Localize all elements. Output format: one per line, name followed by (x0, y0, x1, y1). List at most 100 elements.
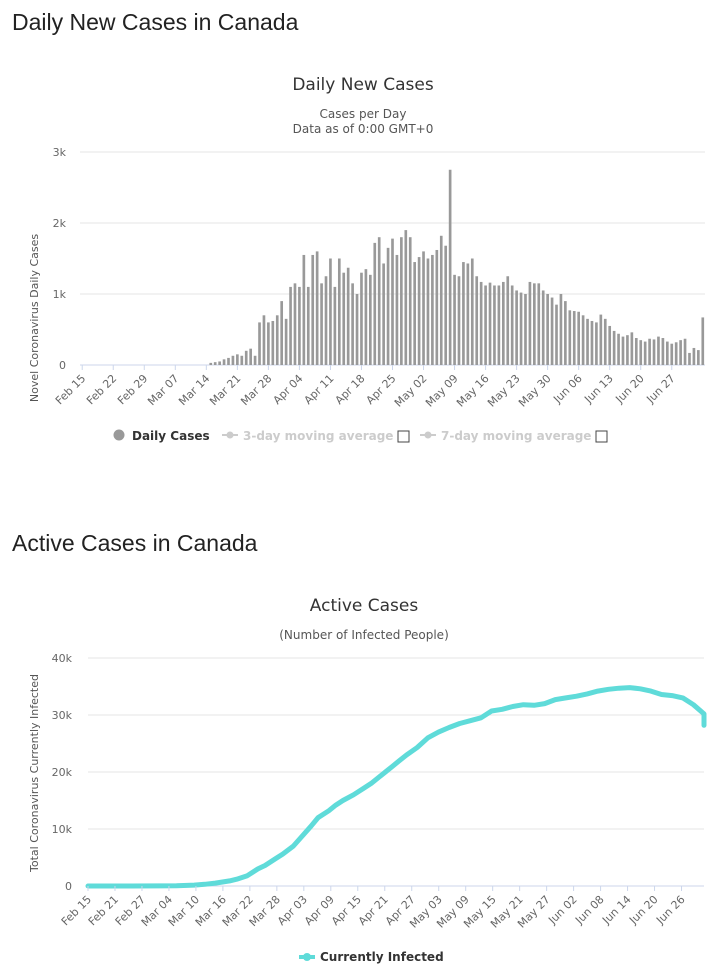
bar (364, 269, 368, 365)
bar (377, 237, 381, 365)
bar (564, 301, 567, 365)
x-tick-label: Apr 18 (333, 372, 368, 407)
bar (510, 285, 514, 365)
y-tick-label: 40k (52, 652, 73, 665)
bar (506, 276, 510, 365)
x-tick-label: May 30 (516, 372, 554, 410)
bar (209, 362, 213, 365)
bar (470, 258, 474, 365)
chart-subtitle: Cases per Day (320, 107, 407, 121)
bar (679, 340, 682, 365)
y-tick-labels: 0 1k 2k 3k (53, 146, 67, 372)
y-tick-label: 1k (53, 288, 67, 301)
bar (382, 263, 385, 365)
chart-legend[interactable]: Currently Infected (299, 950, 444, 964)
bar (488, 282, 492, 365)
bar (431, 254, 434, 365)
bar (701, 317, 705, 365)
legend-label: Currently Infected (320, 950, 444, 964)
bar (333, 286, 337, 365)
bar (537, 283, 541, 365)
x-tick-label: Mar 28 (238, 372, 274, 408)
bar (595, 322, 598, 365)
bar (643, 341, 647, 365)
x-tick-label: May 09 (423, 372, 461, 410)
bar (612, 330, 616, 365)
bar (240, 355, 244, 365)
bar (577, 311, 580, 365)
bar (426, 258, 430, 365)
x-tick-label: Jun 02 (545, 893, 579, 927)
bar (337, 258, 341, 365)
bar (244, 350, 248, 365)
bar (608, 325, 612, 365)
bar (249, 348, 252, 365)
bar (462, 262, 465, 365)
legend-item-7day-average[interactable]: 7-day moving average (420, 429, 591, 443)
bar (621, 336, 625, 365)
3day-average-checkbox[interactable] (397, 430, 410, 443)
x-tick-label: Apr 04 (271, 372, 306, 407)
x-tick-label: Feb 29 (115, 372, 150, 407)
y-tick-label: 0 (65, 880, 72, 893)
bar (519, 292, 523, 365)
chart-title: Active Cases (310, 596, 419, 616)
chart-subtitle: (Number of Infected People) (279, 628, 449, 642)
x-tick-label: Feb 22 (84, 372, 119, 407)
bar (324, 276, 328, 365)
bar (222, 359, 226, 365)
bar (466, 263, 470, 365)
y-tick-labels: 0 10k 20k 30k 40k (52, 652, 73, 893)
bar (342, 272, 346, 365)
bar (231, 355, 235, 365)
section-heading-active: Active Cases in Canada (12, 530, 258, 556)
legend-item-daily-cases[interactable]: Daily Cases (113, 429, 210, 443)
line-series-currently-infected (85, 685, 707, 889)
bar (674, 342, 678, 365)
bar (306, 286, 310, 365)
bar (572, 311, 576, 365)
x-tick-label: Jun 14 (599, 893, 633, 927)
y-axis-label: Total Coronavirus Currently Infected (28, 674, 41, 873)
bar (692, 347, 696, 365)
7day-average-checkbox[interactable] (595, 430, 608, 443)
bar (515, 290, 518, 365)
bar (315, 251, 319, 365)
x-tick-label: May 02 (392, 372, 430, 410)
y-tick-label: 2k (53, 217, 67, 230)
x-tick-label: Jun 20 (612, 372, 646, 406)
bar (302, 254, 306, 365)
legend-item-3day-average[interactable]: 3-day moving average (222, 429, 393, 443)
x-tick-label: Feb 15 (53, 372, 88, 407)
bar (634, 338, 638, 365)
bar (435, 249, 439, 365)
bar (603, 318, 607, 365)
legend-marker-circle-icon (303, 953, 311, 961)
bar (253, 355, 257, 365)
bar (648, 338, 651, 365)
active-cases-chart: Active Cases (Number of Infected People)… (28, 596, 707, 964)
legend-label: Daily Cases (132, 429, 210, 443)
bar (271, 320, 275, 365)
bar (289, 286, 292, 365)
bar (386, 247, 390, 365)
bar (262, 315, 266, 365)
chart-subtitle-2: Data as of 0:00 GMT+0 (293, 122, 434, 136)
x-tick-label: Jun 20 (626, 893, 660, 927)
legend-marker-circle-icon (424, 431, 432, 439)
bar (475, 276, 479, 365)
bar (355, 294, 359, 365)
bar (639, 340, 643, 365)
bar (697, 350, 700, 365)
bar (524, 294, 527, 365)
series-line (85, 685, 707, 889)
bar (391, 238, 394, 365)
bar (630, 332, 634, 365)
bar (559, 294, 563, 365)
bar (329, 258, 332, 365)
bar (417, 257, 421, 365)
bar (275, 315, 279, 365)
bar (298, 286, 301, 365)
